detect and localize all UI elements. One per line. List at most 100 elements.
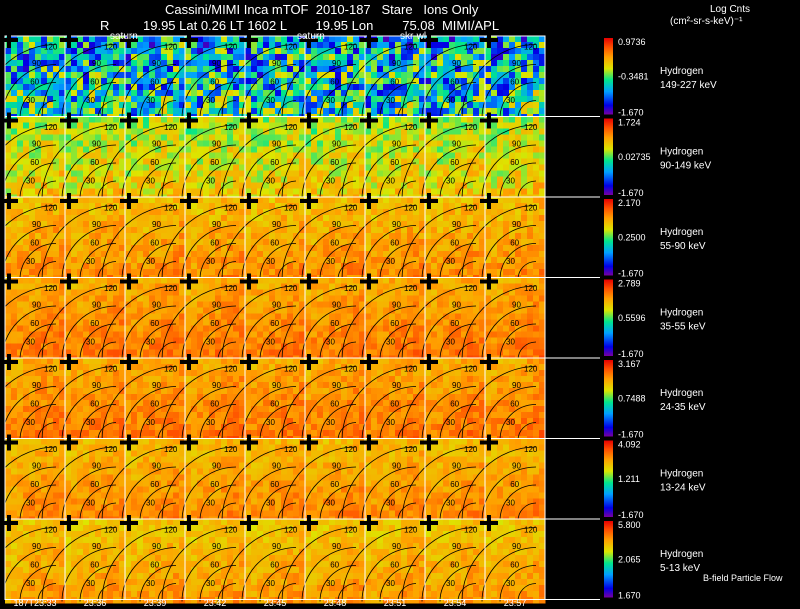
overlay-label-3: skr-wl — [400, 31, 427, 42]
contour-line — [361, 64, 417, 119]
colorbar — [604, 521, 613, 598]
contour-label: 120 — [404, 445, 418, 454]
boresight-cross — [240, 32, 258, 48]
contour-label: 60 — [450, 480, 459, 489]
contour-label: 60 — [510, 560, 519, 569]
colorbar — [604, 360, 613, 437]
contour-label: 120 — [464, 526, 478, 535]
contour-label: 30 — [386, 257, 395, 266]
contour-label: 30 — [326, 498, 335, 507]
contour-label: 120 — [344, 284, 358, 293]
contour-label: 90 — [332, 461, 341, 470]
contour-label: 90 — [152, 59, 161, 68]
contour-label: 60 — [270, 77, 279, 86]
contour-line — [341, 527, 417, 602]
contour-line — [361, 547, 417, 602]
contour-line — [61, 305, 117, 361]
contour-label: 120 — [344, 123, 358, 132]
contour-line — [1, 466, 57, 522]
panel-row: 3060901203060901203060901203060901203060… — [0, 434, 600, 523]
contour-label: 120 — [464, 284, 478, 293]
species-label: Hydrogen — [660, 227, 703, 238]
contour-label: 60 — [270, 560, 279, 569]
colorbar-min-label: -1.670 — [618, 108, 644, 118]
contour-line — [0, 205, 57, 232]
contour-label: 90 — [92, 381, 101, 390]
contour-label: 30 — [146, 579, 155, 588]
contour-line — [19, 82, 57, 119]
colorbar-min-label: -1.670 — [618, 430, 644, 440]
contour-line — [181, 547, 237, 602]
heatmap-cells — [5, 519, 546, 604]
contour-label: 120 — [164, 526, 178, 535]
contour-line — [341, 205, 417, 280]
contour-label: 30 — [506, 337, 515, 346]
boresight-cross — [120, 434, 138, 451]
contour-line — [41, 205, 117, 280]
contour-label: 60 — [510, 319, 519, 328]
x-tick-label: 23:36 — [84, 598, 107, 608]
contour-line — [199, 404, 237, 441]
contour-label: 90 — [272, 381, 281, 390]
contour-label: 60 — [30, 319, 39, 328]
boresight-cross — [60, 515, 78, 531]
contour-label: 90 — [272, 300, 281, 309]
x-tick-label: 187T23:33 — [13, 598, 56, 608]
contour-label: 30 — [26, 498, 35, 507]
contour-line — [19, 565, 57, 602]
contour-label: 60 — [450, 319, 459, 328]
boresight-cross — [300, 354, 318, 370]
contour-line — [259, 484, 297, 522]
contour-label: 60 — [390, 399, 399, 408]
contour-label: 90 — [212, 220, 221, 229]
boresight-cross — [240, 193, 258, 209]
contour-label: 30 — [506, 96, 515, 105]
contour-line — [121, 64, 177, 119]
contour-line — [281, 124, 357, 200]
panel-row: 3060901203060901203060901203060901203060… — [0, 273, 600, 362]
contour-label: 60 — [390, 480, 399, 489]
contour-line — [41, 44, 117, 119]
species-label: Hydrogen — [660, 66, 703, 77]
contour-line — [499, 243, 537, 280]
contour-label: 60 — [90, 77, 99, 86]
contour-line — [319, 243, 357, 280]
contour-line — [421, 466, 477, 522]
contour-line — [481, 225, 537, 280]
contour-line — [421, 386, 477, 441]
contour-line — [221, 527, 297, 602]
contour-label: 120 — [284, 284, 298, 293]
contour-label: 90 — [332, 300, 341, 309]
x-tick-label: 23:39 — [144, 598, 167, 608]
contour-label: 60 — [30, 77, 39, 86]
contour-line — [421, 64, 477, 119]
boresight-cross — [240, 273, 258, 290]
contour-line — [79, 484, 117, 522]
overlay-label-1: saturn — [110, 31, 138, 42]
contour-label: 90 — [92, 542, 101, 551]
boresight-cross — [480, 112, 498, 129]
contour-label: 60 — [390, 319, 399, 328]
colorbar-min-label: 1.670 — [618, 591, 641, 601]
contour-line — [401, 44, 477, 119]
contour-label: 60 — [390, 77, 399, 86]
contour-label: 120 — [464, 123, 478, 132]
contour-label: 30 — [146, 418, 155, 427]
contour-line — [319, 162, 357, 200]
colorbar-min-label: -1.670 — [618, 269, 644, 279]
contour-line — [439, 323, 477, 361]
contour-label: 90 — [32, 461, 41, 470]
boresight-cross — [420, 273, 438, 290]
contour-line — [0, 527, 57, 554]
energy-range-label: 13-24 keV — [660, 483, 706, 494]
contour-line — [241, 466, 297, 522]
plot-title: Cassini/MIMI Inca mTOF 2010-187 Stare Io… — [165, 2, 479, 17]
contour-label: 120 — [44, 445, 58, 454]
contour-label: 90 — [32, 59, 41, 68]
contour-line — [379, 323, 417, 361]
contour-label: 90 — [272, 461, 281, 470]
contour-label: 120 — [344, 526, 358, 535]
contour-label: 90 — [452, 461, 461, 470]
ephemeris-line: 19.95 Lat 0.26 LT 1602 L 19.95 Lon 75.08… — [143, 18, 500, 33]
contour-label: 30 — [506, 418, 515, 427]
